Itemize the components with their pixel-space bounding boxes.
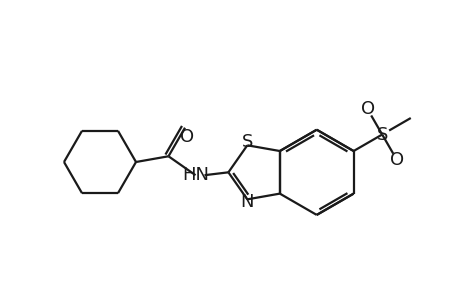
- Text: S: S: [241, 133, 252, 151]
- Text: HN: HN: [182, 166, 208, 184]
- Text: N: N: [240, 194, 253, 211]
- Text: O: O: [360, 100, 374, 118]
- Text: O: O: [389, 151, 403, 169]
- Text: S: S: [376, 125, 387, 143]
- Text: O: O: [179, 128, 194, 146]
